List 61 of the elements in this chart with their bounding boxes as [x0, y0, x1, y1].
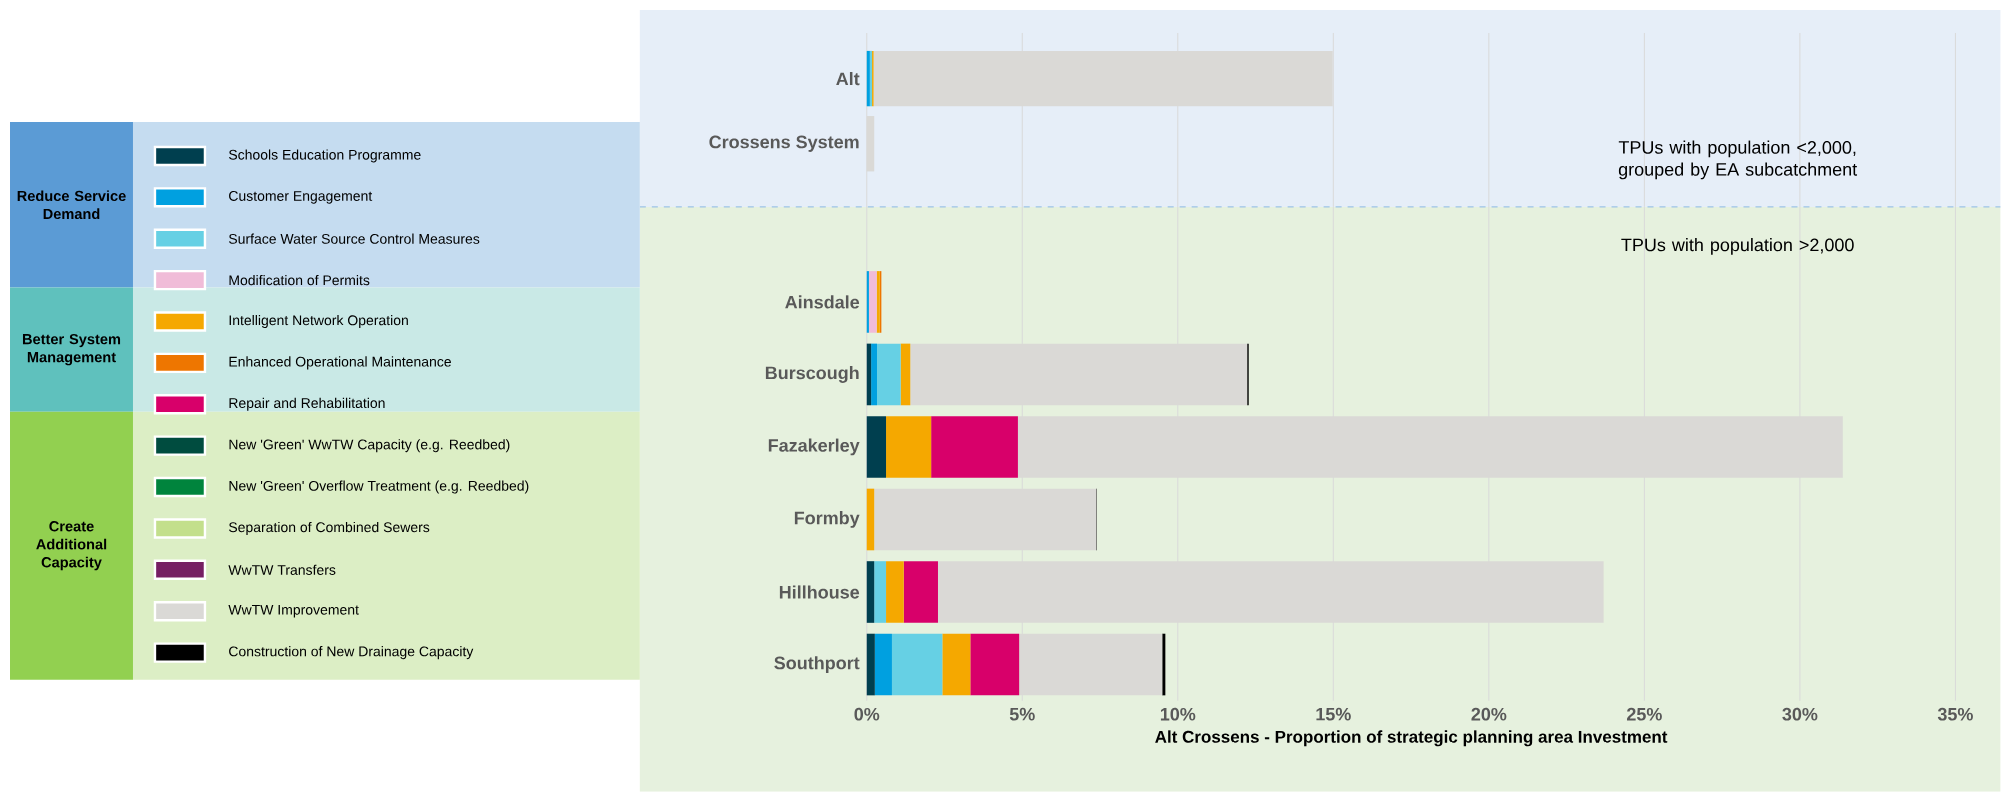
bar: [868, 271, 877, 333]
text: Better System Management: [22, 334, 121, 366]
bar: [874, 561, 887, 623]
bar: [871, 343, 878, 406]
x-axis-title: Alt Crossens - Proportion of strategic planning area Investment: [1155, 730, 1668, 747]
x-tick-label: 25%: [1626, 707, 1662, 721]
bar: [866, 271, 869, 333]
bar: [937, 561, 1604, 623]
bar: [866, 488, 875, 551]
x-tick-label: 30%: [1782, 707, 1818, 721]
bar: [1019, 633, 1163, 696]
annotation: TPUs with population <2,000, grouped by EA subcatchment: [1618, 140, 1858, 180]
bar: [866, 416, 887, 478]
y-tick-label: Southport: [774, 656, 860, 674]
legend-label: Construction of New Drainage Capacity: [229, 646, 474, 660]
legend-label: Repair and Rehabilitation: [229, 397, 385, 411]
bar: [970, 633, 1020, 696]
text: Reduce Service Demand: [17, 190, 126, 220]
legend-label: Separation of Combined Sewers: [228, 522, 430, 536]
x-tick-label: 0%: [854, 707, 880, 721]
bar: [1017, 416, 1843, 478]
y-tick-label: Alt: [836, 72, 860, 86]
bar: [931, 416, 1018, 478]
bar: [900, 343, 911, 406]
bar: [891, 633, 943, 696]
y-tick-label: Hillhouse: [779, 585, 860, 599]
y-tick-label: Ainsdale: [785, 295, 860, 309]
y-tick-label: Formby: [794, 511, 860, 528]
bar: [866, 561, 875, 623]
bar: [866, 633, 875, 696]
bar: [1162, 633, 1166, 696]
bar: [877, 343, 901, 406]
text: Create Additional Capacity: [36, 521, 107, 571]
x-tick-label: 35%: [1937, 707, 1973, 721]
bar: [866, 343, 872, 406]
bar: [942, 633, 971, 696]
bar: [886, 416, 932, 478]
legend-label: Schools Education Programme: [228, 149, 421, 163]
bar: [903, 561, 938, 623]
legend-label: Surface Water Source Control Measures: [228, 233, 480, 244]
bar: [874, 633, 892, 696]
bar: [886, 561, 904, 623]
legend-label: Intelligent Network Operation: [229, 315, 408, 329]
y-tick-label: Crossens System: [709, 135, 859, 153]
y-tick-label: Fazakerley: [768, 438, 860, 456]
legend-label: Enhanced Operational Maintenance: [229, 356, 451, 370]
legend-label: New 'Green' WwTW Capacity (e.g. Reedbed): [229, 439, 510, 453]
legend-label: Customer Engagement: [229, 191, 373, 204]
x-tick-label: 15%: [1316, 707, 1351, 721]
x-tick-label: 5%: [1009, 707, 1035, 721]
bar: [910, 343, 1248, 406]
x-tick-label: 20%: [1471, 707, 1507, 721]
x-tick-label: 10%: [1160, 707, 1196, 721]
y-tick-label: Burscough: [765, 366, 859, 384]
legend-label: WwTW Transfers: [228, 564, 336, 576]
annotation: TPUs with population >2,000: [1621, 238, 1854, 255]
legend-label: New 'Green' Overflow Treatment (e.g. Reedbed): [229, 480, 529, 494]
bar: [874, 488, 1097, 551]
bar: [873, 51, 1333, 107]
legend-label: Modification of Permits: [229, 275, 370, 286]
legend-label: WwTW Improvement: [228, 605, 359, 618]
